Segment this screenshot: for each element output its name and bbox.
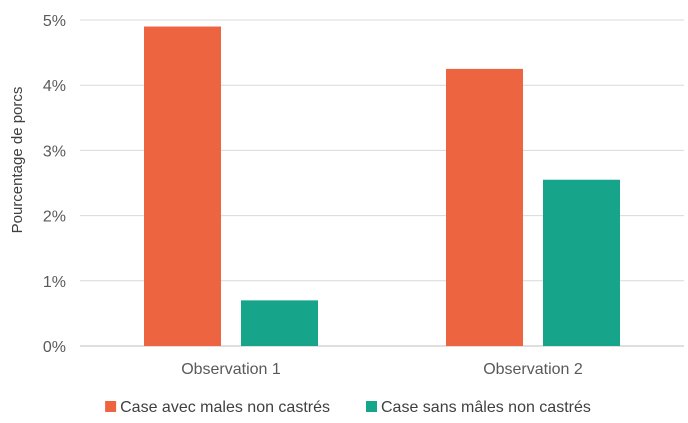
y-tick-label: 5% bbox=[43, 13, 66, 30]
bar-series2-cat2 bbox=[543, 179, 620, 346]
y-axis-title: Pourcentage de porcs bbox=[9, 87, 26, 234]
legend-swatch-2 bbox=[366, 401, 377, 412]
axes: 0% 1% 2% 3% 4% 5% Observation 1 Observation 2 bbox=[43, 13, 583, 378]
x-category-label: Observation 1 bbox=[181, 361, 281, 378]
x-category-label: Observation 2 bbox=[483, 361, 583, 378]
bar-series2-cat1 bbox=[241, 300, 318, 346]
legend-swatch-1 bbox=[105, 401, 117, 412]
legend: Case avec males non castrés Case sans mâl… bbox=[105, 399, 591, 416]
y-tick-label: 4% bbox=[43, 78, 66, 95]
legend-label-1: Case avec males non castrés bbox=[120, 399, 330, 416]
legend-label-2: Case sans mâles non castrés bbox=[381, 399, 591, 416]
bars bbox=[144, 26, 620, 347]
y-tick-label: 2% bbox=[43, 209, 66, 226]
bar-series1-cat2 bbox=[446, 68, 523, 347]
y-tick-label: 1% bbox=[43, 274, 66, 291]
y-tick-label: 3% bbox=[43, 143, 66, 160]
y-tick-label: 0% bbox=[43, 339, 66, 356]
bar-series1-cat1 bbox=[144, 26, 221, 347]
